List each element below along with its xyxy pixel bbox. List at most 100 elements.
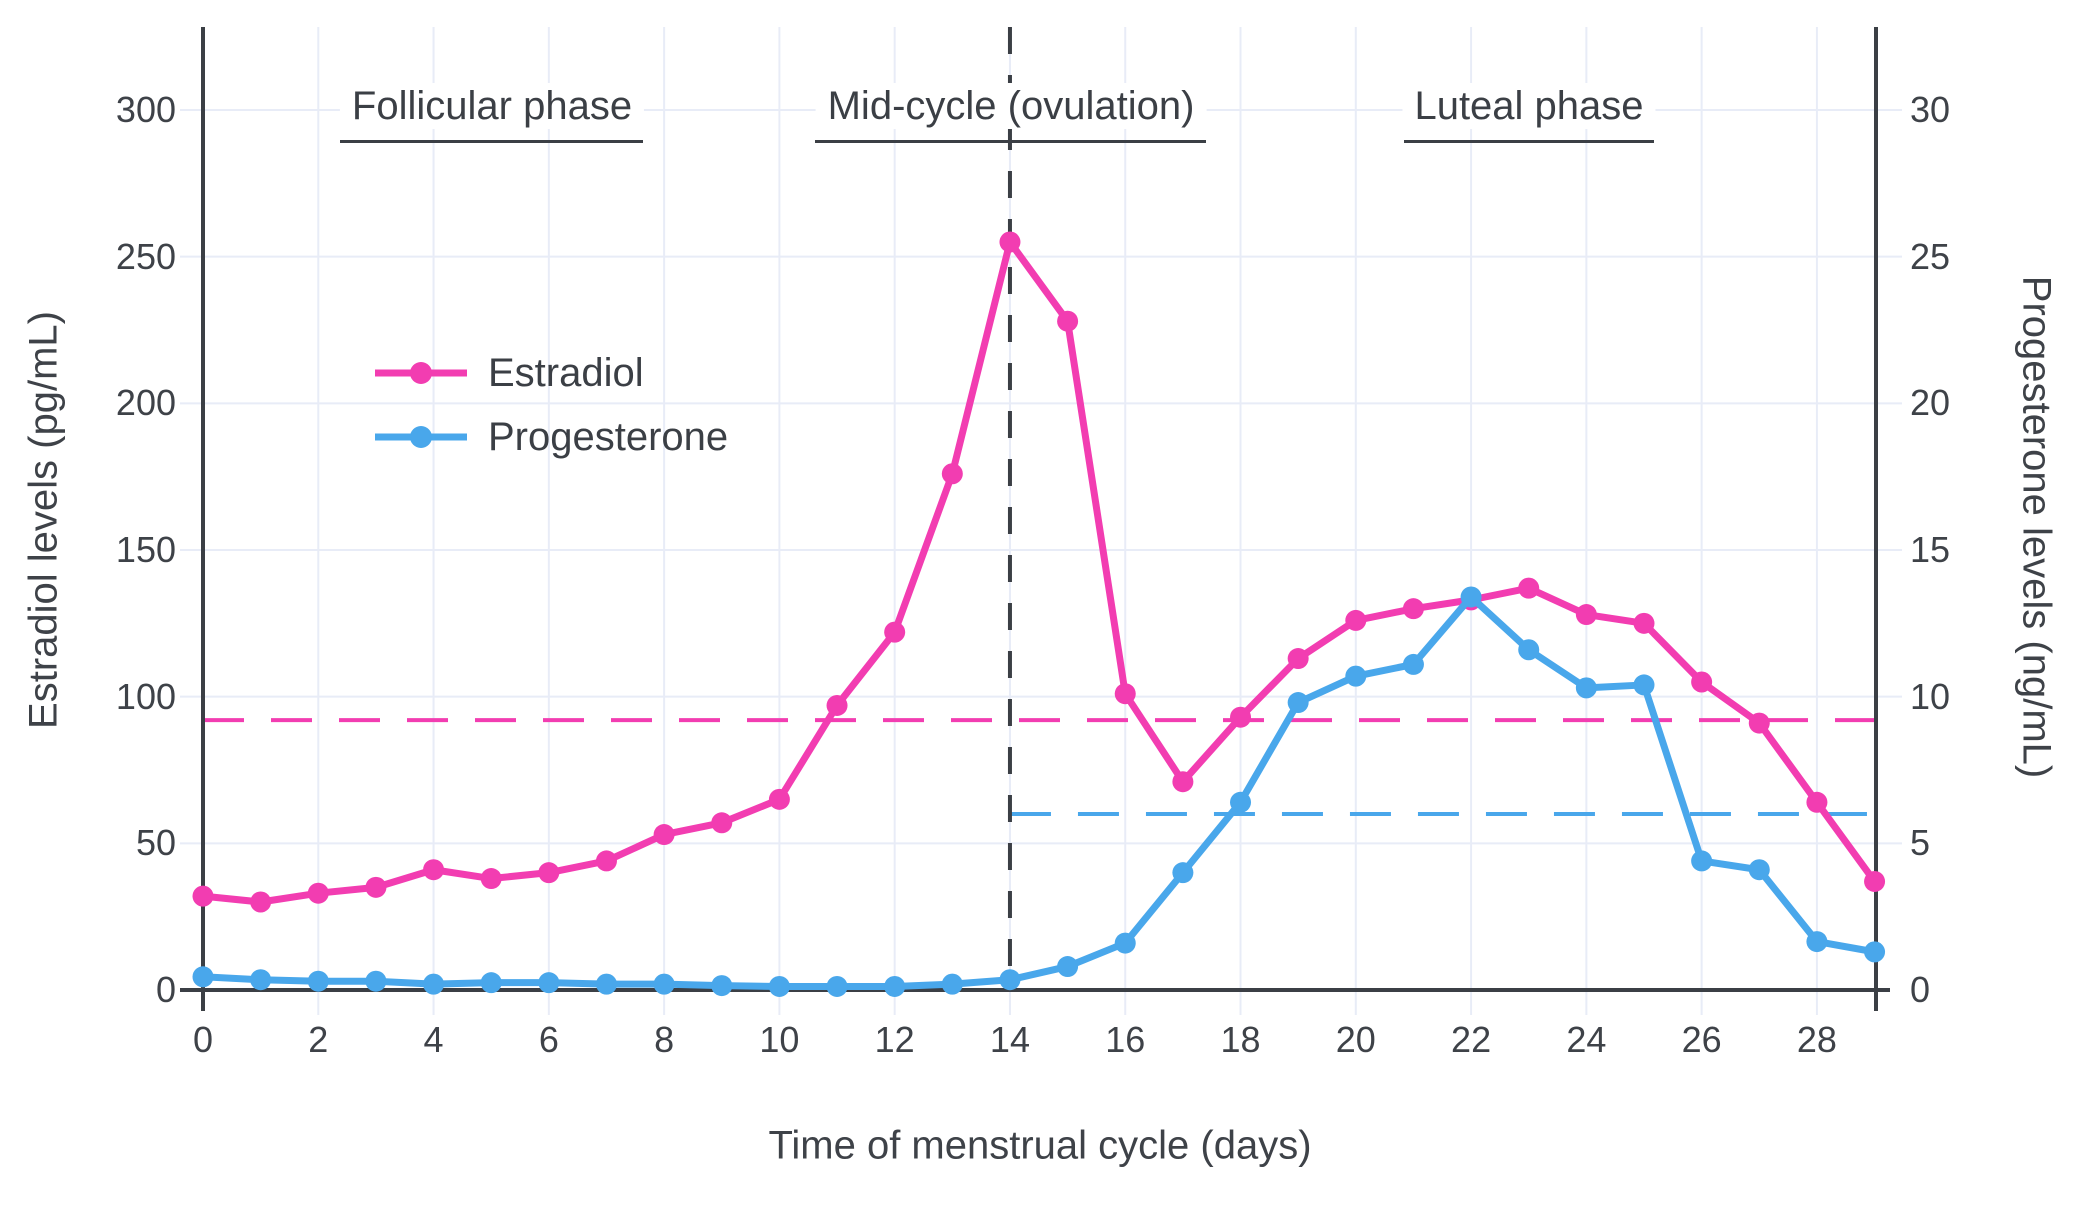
- progesterone-marker: [1402, 653, 1424, 675]
- progesterone-marker: [1518, 639, 1540, 661]
- x-axis-tick-label: 16: [1101, 1020, 1150, 1060]
- x-axis-tick-label: 24: [1562, 1020, 1611, 1060]
- estradiol-marker: [1518, 577, 1540, 599]
- estradiol-marker: [999, 231, 1021, 253]
- x-axis-tick-label: 14: [985, 1020, 1034, 1060]
- progesterone-marker: [365, 970, 387, 992]
- progesterone-marker: [1114, 932, 1136, 954]
- estradiol-marker: [250, 891, 272, 913]
- y-axis-tick-label-right: 20: [1906, 383, 1955, 424]
- estradiol-marker: [1287, 648, 1309, 670]
- progesterone-marker: [1575, 677, 1597, 699]
- estradiol-marker: [653, 824, 675, 846]
- x-axis-tick-label: 10: [755, 1020, 804, 1060]
- progesterone-marker: [1748, 859, 1770, 881]
- progesterone-marker: [307, 970, 329, 992]
- x-axis-tick-label: 8: [650, 1020, 679, 1060]
- estradiol-marker: [884, 621, 906, 643]
- annotation-mid-cycle: Mid-cycle (ovulation): [815, 83, 1207, 129]
- x-axis-tick-label: 2: [304, 1020, 333, 1060]
- progesterone-marker: [192, 966, 214, 988]
- y-axis-tick-label-left: 250: [0, 236, 180, 277]
- x-axis-tick-label: 26: [1677, 1020, 1726, 1060]
- estradiol-marker: [1057, 310, 1079, 332]
- legend-label-estradiol: Estradiol: [488, 350, 644, 395]
- x-axis-tick-label: 6: [534, 1020, 563, 1060]
- annotation-underline-follicular: [340, 140, 643, 143]
- y-axis-tick-label-left: 200: [0, 383, 180, 424]
- progesterone-marker: [884, 975, 906, 997]
- estradiol-marker: [1748, 712, 1770, 734]
- estradiol-marker: [538, 862, 560, 884]
- progesterone-legend-swatch: [375, 426, 467, 448]
- annotation-underline-mid-cycle: [815, 140, 1206, 143]
- y-axis-title-right: Progesterone levels (ng/mL): [2014, 275, 2059, 779]
- y-axis-tick-label-left: 300: [0, 90, 180, 130]
- y-axis-tick-label-left: 150: [0, 530, 180, 570]
- y-axis-tick-label-left: 0: [0, 970, 180, 1010]
- x-axis-tick-label: 18: [1216, 1020, 1265, 1060]
- progesterone-marker: [538, 972, 560, 994]
- estradiol-marker: [941, 463, 963, 485]
- legend: Estradiol Progesterone: [374, 341, 728, 469]
- estradiol-marker: [1172, 771, 1194, 793]
- estradiol-marker: [1633, 612, 1655, 634]
- progesterone-marker: [1864, 941, 1886, 963]
- annotation-luteal-phase: Luteal phase: [1402, 83, 1656, 129]
- estradiol-marker: [365, 876, 387, 898]
- progesterone-marker: [826, 975, 848, 997]
- progesterone-marker: [653, 973, 675, 995]
- y-axis-tick-label-left: 50: [0, 823, 180, 864]
- x-axis-tick-label: 12: [870, 1020, 919, 1060]
- annotation-follicular-phase: Follicular phase: [339, 83, 645, 129]
- y-axis-title-left: Estradiol levels (pg/mL): [21, 311, 66, 729]
- progesterone-marker: [480, 972, 502, 994]
- y-axis-tick-label-right: 5: [1906, 823, 1935, 864]
- progesterone-line: [199, 593, 1879, 990]
- estradiol-marker: [1230, 706, 1252, 728]
- estradiol-marker: [595, 850, 617, 872]
- estradiol-marker: [1806, 791, 1828, 813]
- progesterone-marker: [1172, 862, 1194, 884]
- x-axis-title: Time of menstrual cycle (days): [768, 1123, 1312, 1168]
- estradiol-marker: [1575, 604, 1597, 626]
- estradiol-marker: [768, 788, 790, 810]
- estradiol-marker: [423, 859, 445, 881]
- progesterone-marker: [711, 975, 733, 997]
- estradiol-marker: [307, 882, 329, 904]
- estradiol-marker: [826, 694, 848, 716]
- legend-label-progesterone: Progesterone: [488, 414, 729, 459]
- legend-item-progesterone: Progesterone: [374, 405, 728, 469]
- estradiol-marker: [1114, 683, 1136, 705]
- x-axis-tick-label: 28: [1792, 1020, 1841, 1060]
- progesterone-marker: [1691, 850, 1713, 872]
- progesterone-marker: [423, 973, 445, 995]
- progesterone-marker: [768, 975, 790, 997]
- estradiol-marker: [1864, 870, 1886, 892]
- estradiol-marker: [711, 812, 733, 834]
- y-axis-tick-label-right: 30: [1906, 90, 1955, 130]
- x-axis-tick-label: 4: [419, 1020, 448, 1060]
- x-axis-tick-label: 22: [1447, 1020, 1496, 1060]
- x-axis-tick-label: 20: [1331, 1020, 1380, 1060]
- estradiol-marker: [1691, 671, 1713, 693]
- estradiol-marker: [1345, 609, 1367, 631]
- progesterone-marker: [1287, 692, 1309, 714]
- progesterone-marker: [999, 969, 1021, 991]
- estradiol-marker: [1402, 598, 1424, 620]
- progesterone-marker: [941, 973, 963, 995]
- y-axis-tick-label-right: 15: [1906, 530, 1955, 570]
- x-axis-tick-label: 0: [188, 1020, 218, 1060]
- y-axis-tick-label-right: 0: [1906, 970, 1935, 1010]
- progesterone-marker: [1057, 956, 1079, 978]
- legend-item-estradiol: Estradiol: [374, 341, 728, 405]
- estradiol-legend-swatch: [375, 362, 467, 384]
- y-axis-tick-label-left: 100: [0, 676, 180, 717]
- y-axis-tick-label-right: 10: [1906, 676, 1955, 717]
- progesterone-marker: [1806, 931, 1828, 953]
- y-axis-tick-label-right: 25: [1906, 236, 1955, 277]
- progesterone-marker: [595, 973, 617, 995]
- progesterone-marker: [1633, 674, 1655, 696]
- progesterone-marker: [250, 969, 272, 991]
